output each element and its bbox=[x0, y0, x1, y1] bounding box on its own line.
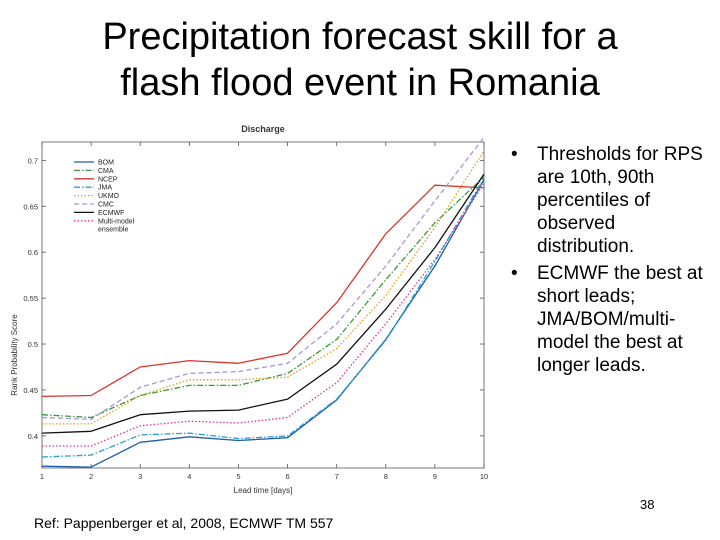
legend-label-multi-model-ensemble: Multi-model ensemble bbox=[98, 218, 135, 233]
series-line-cmc bbox=[41, 137, 485, 420]
x-tick-label: 10 bbox=[480, 472, 488, 481]
x-tick-label: 6 bbox=[285, 472, 289, 481]
legend-label-cmc: CMC bbox=[98, 202, 114, 209]
legend-label-cma: CMA bbox=[98, 168, 114, 175]
series-line-ukmo bbox=[42, 150, 485, 425]
legend-label-ukmo: UKMO bbox=[98, 193, 120, 200]
bullet-list: • Thresholds for RPS are 10th, 90th perc… bbox=[505, 143, 710, 381]
legend-label-ecmwf: ECMWF bbox=[98, 210, 124, 217]
bullet-item: • ECMWF the best at short leads; JMA/BOM… bbox=[505, 262, 710, 377]
chart-axes: 0.4 0.45 0.5 0.55 0.6 0.65 0.7 1 2 3 4 5 6 7 8 9 10 bbox=[23, 141, 488, 481]
discharge-chart: Discharge Rank Probability Score Lead ti… bbox=[10, 124, 488, 495]
chart-title: Discharge bbox=[241, 124, 285, 134]
series-line-cma bbox=[41, 176, 485, 419]
x-tick-label: 2 bbox=[89, 472, 93, 481]
series-line-ecmwf bbox=[41, 173, 485, 434]
slide-title-line-2: flash flood event in Romania bbox=[120, 62, 600, 104]
y-axis-label: Rank Probability Score bbox=[10, 314, 19, 396]
chart-series bbox=[41, 137, 485, 468]
y-tick-label: 0.45 bbox=[23, 386, 38, 395]
y-tick-label: 0.7 bbox=[28, 156, 38, 165]
y-tick-label: 0.5 bbox=[28, 340, 38, 349]
x-axis-label: Lead time [days] bbox=[234, 486, 293, 495]
series-line-ncep bbox=[41, 184, 485, 398]
bullet-text: ECMWF the best at short leads; JMA/BOM/m… bbox=[537, 263, 703, 376]
legend-label-bom: BOM bbox=[98, 160, 114, 167]
x-tick-label: 9 bbox=[433, 472, 437, 481]
x-tick-label: 1 bbox=[40, 472, 44, 481]
x-tick-label: 3 bbox=[138, 472, 142, 481]
series-line-multi-model-ensemble bbox=[42, 182, 485, 447]
x-tick-label: 4 bbox=[187, 472, 191, 481]
plot-frame bbox=[41, 141, 485, 469]
x-tick-label: 5 bbox=[236, 472, 240, 481]
legend-label-jma: JMA bbox=[98, 185, 112, 192]
slide-title: Precipitation forecast skill for a flash… bbox=[0, 14, 720, 106]
slide-title-line-1: Precipitation forecast skill for a bbox=[102, 16, 618, 58]
y-tick-label: 0.65 bbox=[23, 202, 38, 211]
legend-label-ncep: NCEP bbox=[98, 176, 118, 183]
y-tick-label: 0.55 bbox=[23, 294, 38, 303]
bullet-text: Thresholds for RPS are 10th, 90th percen… bbox=[537, 144, 703, 257]
reference-note: Ref: Pappenberger et al, 2008, ECMWF TM … bbox=[34, 515, 334, 531]
y-tick-label: 0.6 bbox=[28, 248, 38, 257]
bullet-item: • Thresholds for RPS are 10th, 90th perc… bbox=[505, 143, 710, 258]
page-number: 38 bbox=[640, 497, 655, 512]
bullet-symbol: • bbox=[511, 144, 518, 165]
x-tick-label: 8 bbox=[384, 472, 388, 481]
series-line-jma bbox=[41, 177, 485, 458]
series-line-bom bbox=[41, 179, 485, 468]
y-tick-label: 0.4 bbox=[28, 432, 38, 441]
x-tick-label: 7 bbox=[335, 472, 339, 481]
bullet-symbol: • bbox=[511, 263, 518, 284]
